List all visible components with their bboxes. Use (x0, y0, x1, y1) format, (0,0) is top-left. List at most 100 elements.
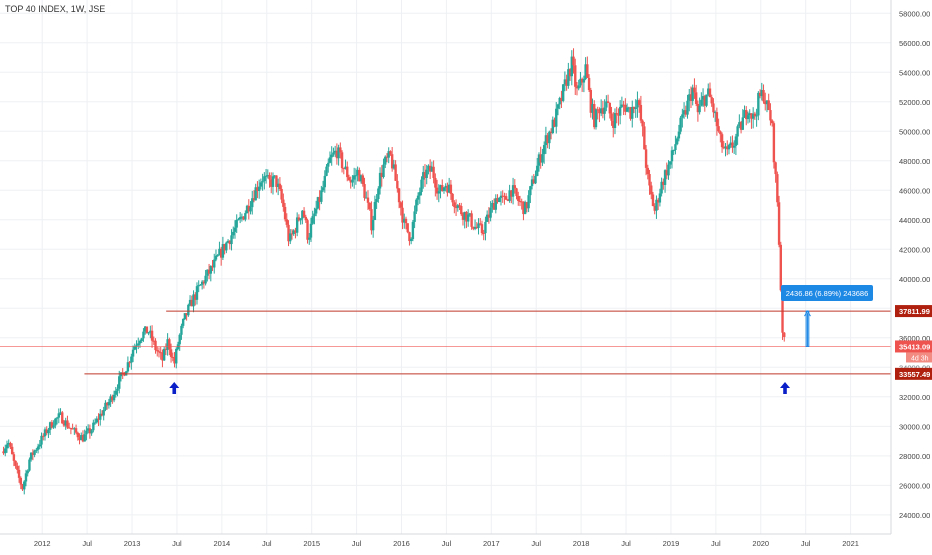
candle-body (290, 233, 294, 235)
candle-body (377, 188, 380, 199)
candle-body (254, 187, 257, 201)
candle-body (78, 437, 81, 441)
candle-body (245, 205, 249, 214)
y-tick-label: 46000.00 (899, 186, 930, 195)
candle-body (166, 339, 169, 350)
candle-body (152, 340, 155, 342)
candle-body (693, 87, 696, 93)
candle-body (149, 330, 152, 333)
candle-body (337, 147, 340, 159)
candle-body (188, 299, 192, 305)
candle-body (555, 108, 558, 127)
candle-body (582, 79, 586, 83)
candle-body (304, 216, 307, 221)
candle-body (515, 188, 518, 197)
candle-body (206, 269, 209, 276)
candle-body (142, 331, 145, 339)
y-tick-label: 56000.00 (899, 39, 930, 48)
candle-body (276, 183, 280, 187)
price-axis-panel[interactable] (891, 0, 932, 534)
candle-body (694, 92, 698, 104)
candle-body (741, 117, 744, 130)
candle-body (622, 104, 625, 106)
y-tick-label: 34000.00 (899, 363, 930, 372)
candle-body (157, 351, 161, 353)
y-tick-label: 30000.00 (899, 422, 930, 431)
candle-body (64, 420, 67, 426)
candle-body (674, 144, 677, 151)
y-tick-label: 58000.00 (899, 9, 930, 18)
candle-body (681, 114, 684, 118)
candle-body (777, 202, 781, 245)
candle-body (209, 265, 212, 274)
candle-body (686, 100, 689, 115)
candle-body (530, 179, 534, 187)
candle-body (327, 162, 330, 167)
candle-body (625, 107, 629, 112)
current-price-badge-text: 35413.09 (899, 342, 930, 351)
y-tick-label-hidden: 34000.00 (899, 363, 930, 372)
candle-body (738, 122, 741, 127)
candle-body (430, 166, 434, 172)
candle-body (413, 211, 416, 222)
candle-body (387, 151, 390, 158)
candle-body (672, 150, 675, 152)
candle-body (289, 233, 292, 242)
candle-body (133, 346, 136, 350)
candle-body (499, 195, 503, 198)
time-axis-panel[interactable] (0, 534, 932, 550)
candle-body (86, 428, 90, 431)
candle-body (466, 214, 470, 222)
candle-body (7, 442, 10, 445)
candle-body (325, 166, 328, 176)
candle-body (613, 113, 617, 128)
candle-body (491, 203, 494, 208)
candle-body (332, 152, 335, 155)
candle-body (511, 185, 515, 197)
candle-body (556, 104, 560, 109)
candle-body (67, 427, 71, 429)
candle-body (137, 343, 140, 346)
candle-body (185, 313, 188, 316)
candle-body (190, 299, 193, 307)
candle-body (138, 340, 142, 344)
candle-body (109, 396, 112, 403)
y-tick-label: 52000.00 (899, 98, 930, 107)
candle-body (487, 214, 491, 218)
candle-body (470, 213, 473, 227)
candle-body (732, 145, 736, 148)
countdown-badge-text: 4d 3h (911, 355, 929, 362)
candle-body (435, 187, 439, 194)
candle-body (451, 193, 454, 203)
candle-body (565, 79, 568, 86)
candle-body (71, 428, 74, 430)
candle-body (757, 92, 760, 116)
candle-body (624, 104, 627, 112)
candle-body (403, 218, 406, 223)
candle-body (164, 348, 168, 350)
candle-body (731, 142, 734, 148)
candle-body (568, 69, 572, 77)
candle-body (663, 170, 667, 185)
candle-body (257, 186, 261, 192)
candle-body (33, 450, 36, 455)
measure-tool[interactable]: 2436.86 (6.89%) 243686 (781, 285, 873, 347)
x-tick-label: 2019 (663, 539, 680, 548)
candle-body (251, 198, 254, 208)
candle-body (302, 210, 306, 217)
candle-body (636, 100, 639, 108)
candle-body (665, 170, 668, 176)
candle-body (83, 434, 86, 442)
x-tick-label: 2013 (124, 539, 141, 548)
y-tick-label: 48000.00 (899, 157, 930, 166)
candle-body (510, 190, 513, 197)
candle-body (498, 197, 501, 202)
candle-body (74, 428, 78, 433)
candle-body (743, 110, 746, 118)
candle-body (760, 90, 763, 97)
candle-body (460, 205, 463, 215)
candle-body (646, 167, 649, 175)
candle-body (482, 232, 485, 234)
